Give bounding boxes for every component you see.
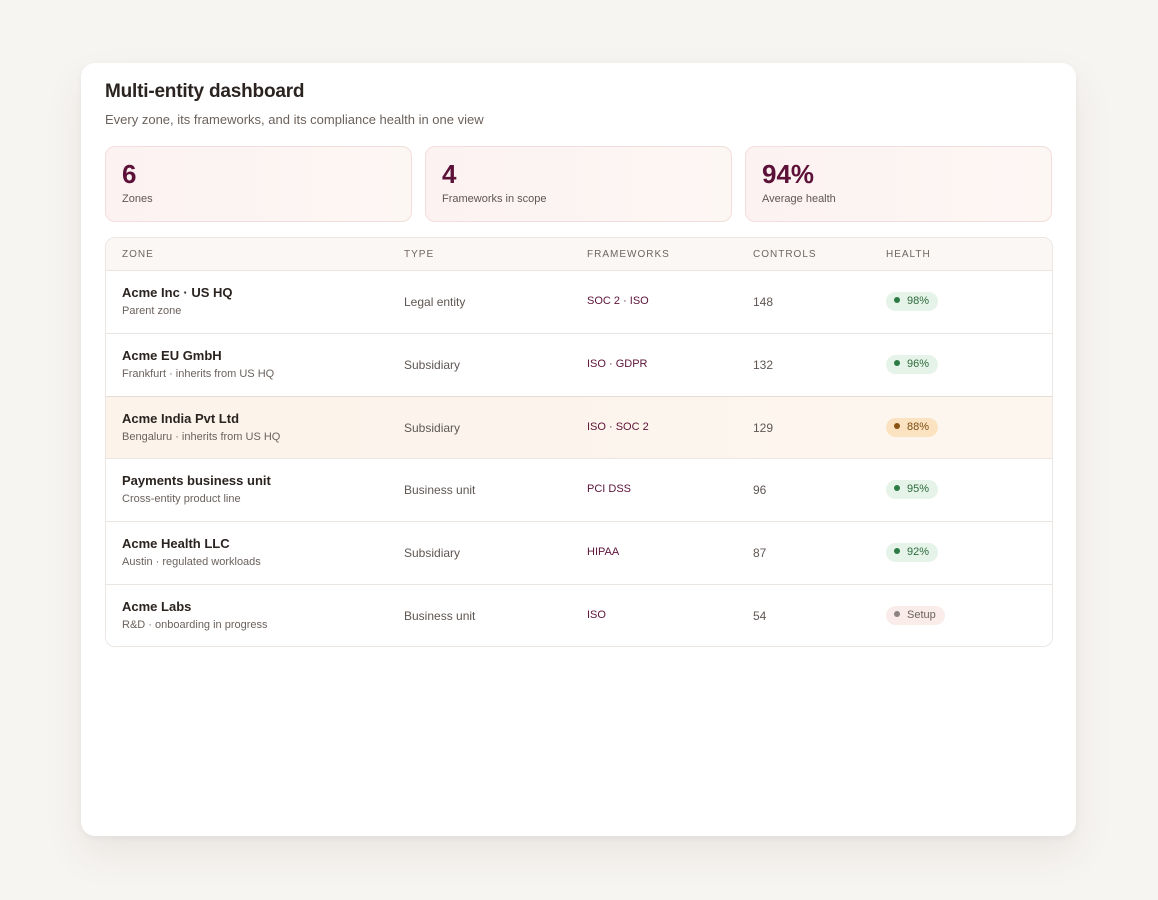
zone-name: Acme Health LLC	[122, 536, 230, 551]
zone-description: Austin · regulated workloads	[122, 556, 261, 568]
stat-card-zones: 6 Zones	[105, 146, 412, 222]
zone-controls: 132	[753, 358, 774, 372]
column-header-type[interactable]: TYPE	[404, 249, 435, 260]
zone-controls: 129	[753, 421, 774, 435]
zone-frameworks: SOC 2 · ISO	[587, 295, 649, 307]
zones-table: ZONE TYPE FRAMEWORKS CONTROLS HEALTH Acm…	[105, 237, 1053, 647]
table-row[interactable]: Acme Labs R&D · onboarding in progress B…	[106, 585, 1052, 646]
column-header-zone[interactable]: ZONE	[122, 249, 154, 260]
zone-type: Legal entity	[404, 295, 466, 309]
zone-frameworks: PCI DSS	[587, 483, 632, 495]
table-header: ZONE TYPE FRAMEWORKS CONTROLS HEALTH	[106, 238, 1052, 271]
status-dot-icon	[894, 297, 900, 303]
health-badge: Setup	[886, 606, 945, 625]
stats-row: 6 Zones 4 Frameworks in scope 94% Averag…	[105, 146, 1053, 222]
stat-value: 6	[122, 159, 137, 189]
zone-controls: 87	[753, 546, 767, 560]
stat-value: 4	[442, 159, 457, 189]
zone-description: Frankfurt · inherits from US HQ	[122, 368, 275, 380]
column-header-health[interactable]: HEALTH	[886, 249, 931, 260]
zone-type: Subsidiary	[404, 358, 461, 372]
zone-type: Subsidiary	[404, 421, 461, 435]
zone-type: Subsidiary	[404, 546, 461, 560]
zone-controls: 96	[753, 483, 767, 497]
zone-frameworks: HIPAA	[587, 546, 620, 558]
table-row[interactable]: Payments business unit Cross-entity prod…	[106, 459, 1052, 522]
zone-frameworks: ISO · SOC 2	[587, 421, 649, 433]
zone-name: Acme Labs	[122, 599, 192, 614]
table-row[interactable]: Acme Inc · US HQ Parent zone Legal entit…	[106, 271, 1052, 334]
status-dot-icon	[894, 611, 900, 617]
table-row[interactable]: Acme Health LLC Austin · regulated workl…	[106, 522, 1052, 585]
health-badge: 95%	[886, 480, 939, 499]
column-header-frameworks[interactable]: FRAMEWORKS	[587, 249, 670, 260]
zone-frameworks: ISO · GDPR	[587, 358, 648, 370]
health-badge: 98%	[886, 292, 939, 311]
stat-label: Average health	[762, 193, 836, 205]
status-dot-icon	[894, 360, 900, 366]
zone-name: Payments business unit	[122, 473, 271, 488]
status-dot-icon	[894, 423, 900, 429]
health-value: 98%	[907, 295, 930, 307]
health-value: 95%	[907, 483, 930, 495]
dashboard-card: Multi-entity dashboard Every zone, its f…	[81, 63, 1076, 836]
health-badge: 88%	[886, 418, 939, 437]
stat-card-frameworks: 4 Frameworks in scope	[425, 146, 732, 222]
zone-controls: 148	[753, 295, 774, 309]
health-value: Setup	[907, 609, 936, 621]
zone-type: Business unit	[404, 483, 476, 497]
zone-type: Business unit	[404, 609, 476, 623]
page-subtitle: Every zone, its frameworks, and its comp…	[105, 112, 484, 127]
zone-name: Acme Inc · US HQ	[122, 285, 233, 300]
zone-name: Acme India Pvt Ltd	[122, 411, 240, 426]
zone-controls: 54	[753, 609, 767, 623]
zone-frameworks: ISO	[587, 609, 606, 621]
stat-value: 94%	[762, 159, 815, 189]
table-row[interactable]: Acme India Pvt Ltd Bengaluru · inherits …	[106, 396, 1052, 459]
health-value: 92%	[907, 546, 930, 558]
zone-description: Parent zone	[122, 305, 182, 317]
zone-name: Acme EU GmbH	[122, 348, 222, 363]
column-header-controls[interactable]: CONTROLS	[753, 249, 817, 260]
stat-label: Frameworks in scope	[442, 193, 547, 205]
status-dot-icon	[894, 485, 900, 491]
zone-description: Bengaluru · inherits from US HQ	[122, 431, 281, 443]
health-badge: 96%	[886, 355, 939, 374]
health-value: 96%	[907, 358, 930, 370]
table-row[interactable]: Acme EU GmbH Frankfurt · inherits from U…	[106, 334, 1052, 397]
zone-description: R&D · onboarding in progress	[122, 619, 268, 631]
zone-description: Cross-entity product line	[122, 493, 241, 505]
stat-label: Zones	[122, 193, 153, 205]
page-title: Multi-entity dashboard	[105, 81, 305, 102]
status-dot-icon	[894, 548, 900, 554]
health-badge: 92%	[886, 543, 939, 562]
health-value: 88%	[907, 421, 930, 433]
stat-card-average-health: 94% Average health	[745, 146, 1052, 222]
